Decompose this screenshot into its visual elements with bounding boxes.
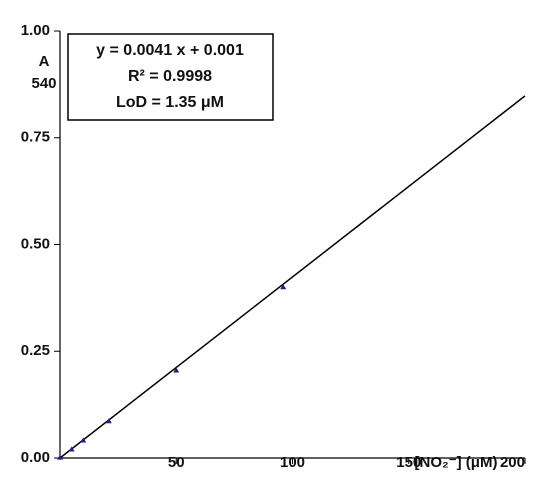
annotation-box	[67, 33, 274, 121]
annotation: R² = 0.9998	[128, 68, 212, 85]
fit-line	[59, 95, 526, 459]
data-point	[68, 446, 75, 452]
data-point	[57, 454, 63, 460]
x-axis-label: [NO₂⁻] (μM)	[415, 454, 498, 471]
y-tick-label: 1.00	[21, 22, 50, 39]
x-tick-label: 150	[396, 454, 421, 471]
data-point	[280, 284, 287, 290]
y-tick-label: 0.50	[21, 235, 50, 252]
y-axis-label: 540	[31, 75, 56, 92]
annotation: LoD = 1.35 μM	[116, 94, 224, 111]
data-point	[105, 418, 112, 424]
x-tick-label: 100	[280, 454, 305, 471]
data-point	[173, 367, 180, 373]
x-tick-label: 200	[500, 454, 525, 471]
data-point	[80, 437, 87, 443]
x-tick-label: 50	[168, 454, 185, 471]
y-tick-label: 0.75	[21, 129, 50, 146]
y-axis-label: A	[39, 53, 50, 70]
annotation: y = 0.0041 x + 0.001	[96, 42, 244, 59]
y-tick-label: 0.00	[21, 449, 50, 466]
y-tick-label: 0.25	[21, 342, 50, 359]
